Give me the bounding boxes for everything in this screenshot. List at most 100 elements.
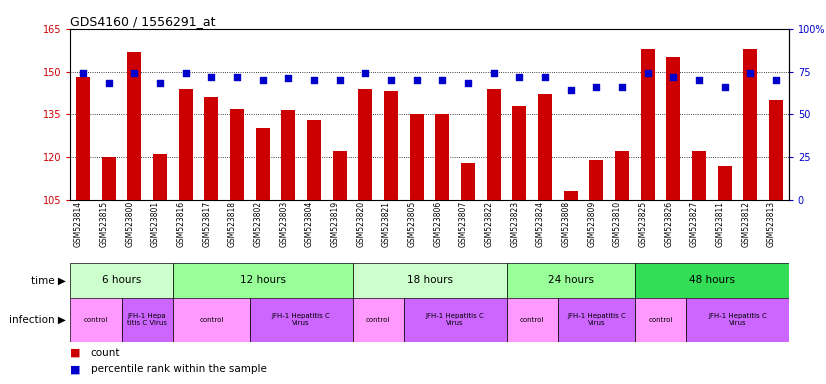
Bar [127,51,141,200]
Bar [563,191,577,200]
Text: JFH-1 Hepa
titis C Virus: JFH-1 Hepa titis C Virus [127,313,167,326]
Text: GSM523807: GSM523807 [459,201,468,247]
Bar [70,263,173,298]
Bar [255,129,270,200]
Text: infection ▶: infection ▶ [9,314,66,325]
Bar [404,298,506,342]
Text: 48 hours: 48 hours [689,275,735,285]
Point [128,70,141,76]
Text: JFH-1 Hepatitis C
Virus: JFH-1 Hepatitis C Virus [567,313,626,326]
Point [410,77,423,83]
Text: GSM523804: GSM523804 [305,201,314,247]
Text: JFH-1 Hepatitis C
Virus: JFH-1 Hepatitis C Virus [272,313,330,326]
Bar [307,120,321,200]
Text: GSM523803: GSM523803 [279,201,288,247]
Text: GSM523800: GSM523800 [126,201,135,247]
Bar [506,263,635,298]
Text: GSM523806: GSM523806 [434,201,443,247]
Bar [635,263,789,298]
Text: GSM523801: GSM523801 [151,201,160,247]
Point [487,70,501,76]
Point [77,70,90,76]
Text: GSM523802: GSM523802 [254,201,263,247]
Point [590,84,603,90]
Bar [667,57,681,200]
Point [462,80,475,86]
Text: 24 hours: 24 hours [548,275,594,285]
Bar [487,89,501,200]
Text: 18 hours: 18 hours [406,275,453,285]
Bar [178,89,192,200]
Point [230,74,244,80]
Point [256,77,269,83]
Bar [121,298,173,342]
Bar [102,157,116,200]
Text: ■: ■ [70,348,81,358]
Bar [538,94,552,200]
Bar [589,160,604,200]
Point [513,74,526,80]
Bar [435,114,449,200]
Text: control: control [648,317,672,323]
Text: GSM523811: GSM523811 [715,201,724,247]
Point [667,74,680,80]
Text: GSM523812: GSM523812 [741,201,750,247]
Bar [512,106,526,200]
Text: GSM523817: GSM523817 [202,201,211,247]
Bar [769,100,783,200]
Point [384,77,397,83]
Text: GSM523820: GSM523820 [356,201,365,247]
Text: GSM523813: GSM523813 [767,201,776,247]
Bar [282,110,296,200]
Text: GSM523810: GSM523810 [613,201,622,247]
Bar [204,97,218,200]
Point [154,80,167,86]
Text: GSM523823: GSM523823 [510,201,520,247]
Point [307,77,320,83]
Bar [635,298,686,342]
Text: 6 hours: 6 hours [102,275,141,285]
Text: GSM523808: GSM523808 [562,201,571,247]
Text: control: control [199,317,224,323]
Text: percentile rank within the sample: percentile rank within the sample [91,364,267,374]
Text: GDS4160 / 1556291_at: GDS4160 / 1556291_at [70,15,216,28]
Bar [743,49,757,200]
Point [692,77,705,83]
Bar [692,151,706,200]
Bar [558,298,635,342]
Text: GSM523816: GSM523816 [177,201,186,247]
Point [564,87,577,93]
Point [641,70,654,76]
Bar [353,263,506,298]
Point [718,84,731,90]
Text: GSM523809: GSM523809 [587,201,596,247]
Point [102,80,116,86]
Bar [173,298,250,342]
Bar [686,298,789,342]
Point [358,70,372,76]
Text: GSM523818: GSM523818 [228,201,237,247]
Text: GSM523819: GSM523819 [330,201,339,247]
Point [436,77,449,83]
Point [179,70,192,76]
Text: control: control [366,317,391,323]
Text: 12 hours: 12 hours [240,275,286,285]
Bar [615,151,629,200]
Text: ■: ■ [70,364,81,374]
Point [769,77,782,83]
Text: JFH-1 Hepatitis C
Virus: JFH-1 Hepatitis C Virus [426,313,485,326]
Text: GSM523826: GSM523826 [664,201,673,247]
Bar [249,298,353,342]
Text: GSM523825: GSM523825 [638,201,648,247]
Bar [461,163,475,200]
Bar [70,298,121,342]
Text: GSM523815: GSM523815 [100,201,109,247]
Text: GSM523814: GSM523814 [74,201,83,247]
Point [333,77,346,83]
Bar [173,263,353,298]
Bar [353,298,404,342]
Bar [76,77,90,200]
Point [205,74,218,80]
Bar [333,151,347,200]
Bar [410,114,424,200]
